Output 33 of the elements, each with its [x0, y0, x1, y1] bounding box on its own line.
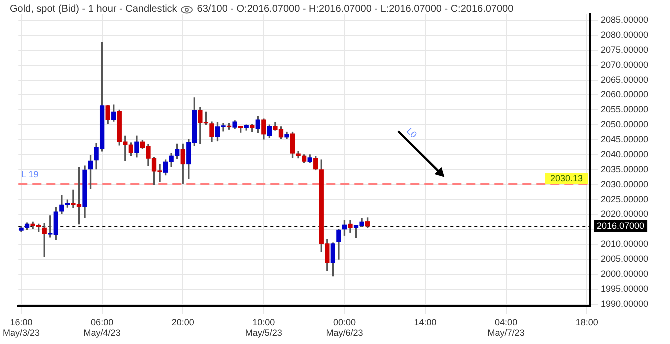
x-tick-label: 00:00 May/6/23 — [326, 317, 364, 338]
x-tick-label: 06:00 May/4/23 — [84, 317, 121, 338]
y-tick-label: 2025.00000 — [601, 194, 649, 204]
x-tick-label: 10:00 May/5/23 — [245, 317, 282, 338]
y-tick-label: 2000.00000 — [601, 268, 649, 279]
ref-line-label: L 19 — [22, 169, 39, 180]
y-tick-label: 2045.00000 — [601, 134, 649, 145]
x-tick-label: 20:00 — [172, 317, 194, 328]
y-tick-label: 2070.00000 — [601, 60, 649, 70]
y-tick-label: 2080.00000 — [601, 30, 649, 40]
y-tick-label: 2010.00000 — [601, 239, 649, 250]
y-tick-label: 2040.00000 — [601, 149, 649, 160]
y-tick-label: 2050.00000 — [601, 120, 649, 130]
annotation: L0 — [404, 126, 419, 140]
y-tick-label: 2060.00000 — [601, 90, 649, 100]
y-tick-label: 2005.00000 — [601, 254, 649, 264]
y-tick-label: 2085.00000 — [601, 15, 649, 26]
chart-subtitle: 63/100 - O:2016.07000 - H:2016.07000 - L:2016.07000 - C:2016.07000 — [197, 4, 514, 15]
y-tick-label: 1990.00000 — [601, 298, 649, 309]
x-tick-label: 18:00 — [576, 317, 598, 328]
y-tick-label: 1995.00000 — [601, 284, 649, 294]
y-tick-label: 2035.00000 — [601, 164, 649, 174]
y-tick-label: 2055.00000 — [601, 104, 649, 115]
ref-line-label: 2016.07000 — [597, 220, 645, 231]
x-tick-label: 16:00 May/3/23 — [3, 317, 40, 338]
chart-title: Gold, spot (Bid) - 1 hour - Candlestick — [10, 4, 178, 15]
y-tick-label: 2075.00000 — [601, 44, 649, 55]
x-tick-label: 04:00 May/7/23 — [488, 317, 525, 338]
x-tick-label: 14:00 — [414, 317, 437, 328]
y-tick-label: 2065.00000 — [601, 74, 649, 85]
annotation: 2030.13 — [550, 173, 584, 184]
y-tick-label: 2020.00000 — [601, 209, 649, 220]
y-tick-label: 2030.00000 — [601, 179, 649, 190]
